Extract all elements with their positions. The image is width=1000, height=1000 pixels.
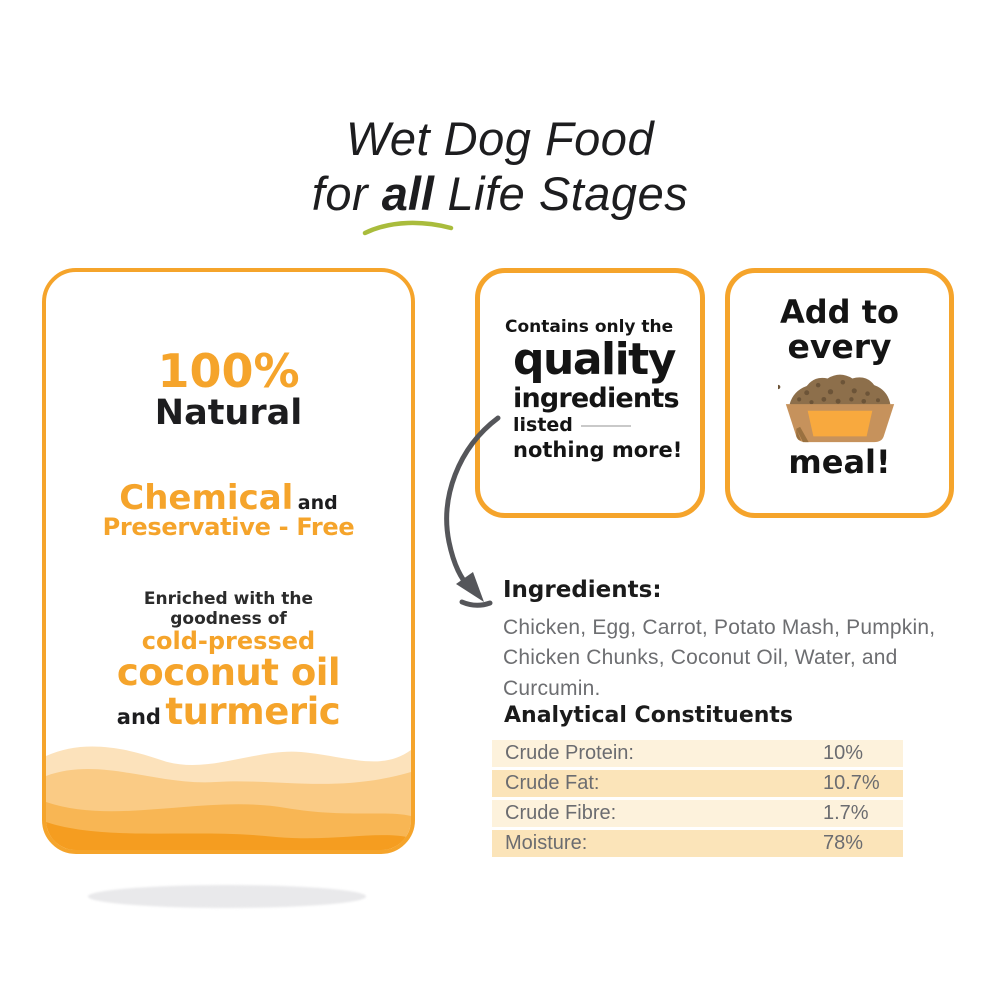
table-row: Crude Fat: 10.7% xyxy=(492,770,903,797)
row-value: 1.7% xyxy=(823,802,869,824)
chemical-line: Chemical and xyxy=(46,481,411,515)
analytical-table: Crude Protein: 10% Crude Fat: 10.7% Crud… xyxy=(492,740,903,860)
analytical-heading: Analytical Constituents xyxy=(504,703,794,728)
page-title: Wet Dog Food for all Life Stages xyxy=(0,112,1000,221)
meal-label: meal! xyxy=(788,443,891,482)
ingredients-list: Chicken, Egg, Carrot, Potato Mash, Pumpk… xyxy=(503,616,936,700)
every-label: every xyxy=(787,326,892,366)
title-line-2: for all Life Stages xyxy=(311,166,689,220)
wave-decoration xyxy=(46,746,411,850)
row-label: Moisture: xyxy=(505,832,588,854)
table-row: Crude Fibre: 1.7% xyxy=(492,800,903,827)
row-value: 10% xyxy=(823,742,864,764)
and-label-2: and xyxy=(116,704,161,729)
row-value: 10.7% xyxy=(823,772,880,794)
quality-ingredients-card: Contains only the quality ingredients li… xyxy=(475,268,705,518)
title-all-emphasis: all xyxy=(381,166,434,220)
turmeric-label: turmeric xyxy=(165,689,341,733)
cold-pressed-label: cold-pressed xyxy=(141,626,316,655)
table-row: Moisture: 78% xyxy=(492,830,903,857)
contains-only-label: Contains only the xyxy=(505,317,674,337)
card-shadow xyxy=(88,885,366,908)
chemical-label: Chemical xyxy=(119,477,294,518)
title-line-1: Wet Dog Food xyxy=(345,112,655,165)
preservative-free-label: Preservative - Free xyxy=(102,512,355,541)
quality-label: quality xyxy=(513,334,676,385)
natural-label: Natural xyxy=(154,393,303,433)
add-to-label: Add to xyxy=(780,293,899,331)
ingredients-label: ingredients xyxy=(513,383,680,415)
percent-headline: 100% xyxy=(157,344,300,398)
add-to-meal-card: Add to every meal! xyxy=(725,268,954,518)
listed-line: listed xyxy=(513,414,700,437)
coconut-oil-label: coconut oil xyxy=(116,650,341,694)
table-row: Crude Protein: 10% xyxy=(492,740,903,767)
underline-swoosh-icon xyxy=(362,220,454,236)
and-label: and xyxy=(297,491,338,514)
row-label: Crude Protein: xyxy=(505,742,634,764)
row-label: Crude Fat: xyxy=(505,772,600,794)
listed-divider xyxy=(580,424,631,427)
enriched-text: Enriched with the goodness of xyxy=(143,588,314,629)
ingredients-heading: Ingredients: xyxy=(503,577,662,603)
row-value: 78% xyxy=(823,832,864,854)
dog-bowl-icon xyxy=(777,374,894,443)
natural-benefits-card: 100% Natural Chemical and Preservative -… xyxy=(42,268,415,854)
turmeric-line: and turmeric xyxy=(46,693,411,730)
curved-arrow-icon xyxy=(444,415,501,608)
row-label: Crude Fibre: xyxy=(505,802,617,824)
nothing-more-label: nothing more! xyxy=(513,438,683,463)
